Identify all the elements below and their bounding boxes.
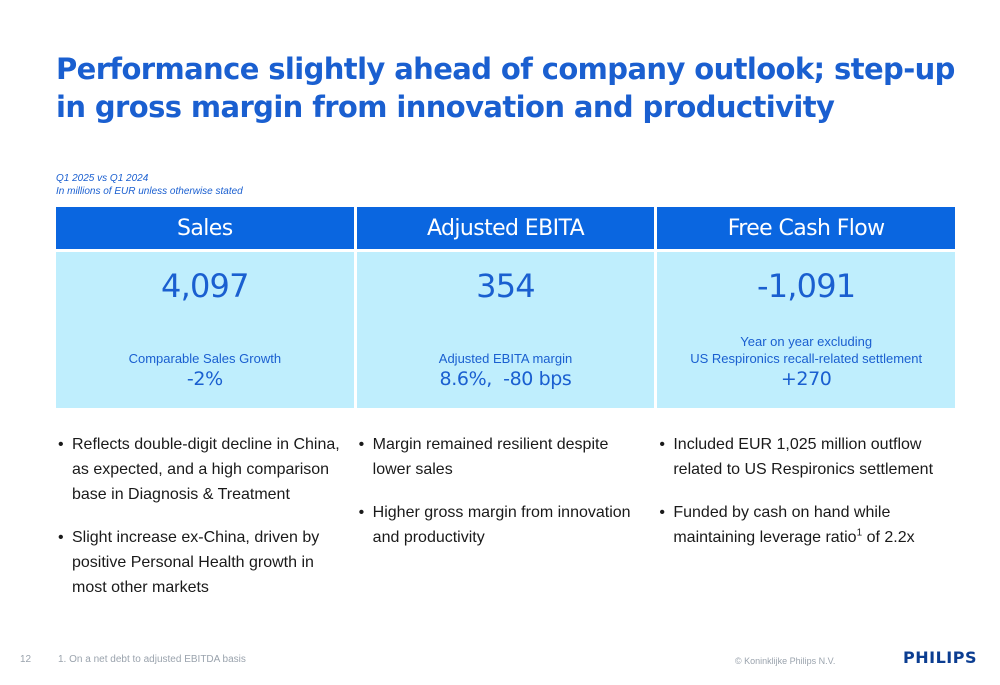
- kpi-value-fcf: -1,091: [757, 267, 856, 305]
- kpi-value-sales: 4,097: [161, 267, 249, 305]
- kpi-columns: Sales 4,097 Comparable Sales Growth -2% …: [56, 207, 956, 408]
- kpi-metric-label-sales: Comparable Sales Growth: [128, 351, 282, 366]
- bullet-sales-1: Reflects double-digit decline in China, …: [56, 432, 344, 507]
- slide-title: Performance slightly ahead of company ou…: [56, 52, 955, 124]
- kpi-metric-label-ebita: Adjusted EBITA margin: [438, 351, 573, 366]
- footnote: 1. On a net debt to adjusted EBITDA basi…: [58, 654, 246, 665]
- kpi-body-fcf: -1,091 Year on year excluding US Respiro…: [657, 252, 956, 408]
- copyright: © Koninklijke Philips N.V.: [735, 656, 836, 666]
- kpi-fcf: Free Cash Flow -1,091 Year on year exclu…: [657, 207, 956, 408]
- kpi-metric-value-ebita: 8.6%, -80 bps: [439, 368, 572, 390]
- footnote-ref-1: 1: [856, 527, 863, 539]
- bullet-ebita-2: Higher gross margin from innovation and …: [357, 500, 645, 550]
- bullet-columns: Reflects double-digit decline in China, …: [56, 432, 955, 618]
- bullets-sales: Reflects double-digit decline in China, …: [56, 432, 354, 618]
- bullet-fcf-2: Funded by cash on hand while maintaining…: [657, 500, 945, 550]
- kpi-metric-sales: Comparable Sales Growth -2%: [129, 350, 281, 392]
- kpi-header-sales: Sales: [56, 207, 354, 249]
- kpi-ebita: Adjusted EBITA 354 Adjusted EBITA margin…: [356, 207, 655, 408]
- bullet-ebita-1: Margin remained resilient despite lower …: [357, 432, 645, 482]
- kpi-header-fcf: Free Cash Flow: [657, 207, 956, 249]
- subtitle-units: In millions of EUR unless otherwise stat…: [56, 186, 243, 197]
- slide-subtitle: Q1 2025 vs Q1 2024 In millions of EUR un…: [56, 172, 243, 198]
- kpi-body-sales: 4,097 Comparable Sales Growth -2%: [56, 252, 354, 408]
- kpi-metric-ebita: Adjusted EBITA margin 8.6%, -80 bps: [439, 350, 572, 392]
- bullet-sales-2: Slight increase ex-China, driven by posi…: [56, 525, 344, 600]
- philips-logo: PHILIPS: [903, 648, 977, 667]
- bullets-ebita: Margin remained resilient despite lower …: [357, 432, 655, 618]
- subtitle-period: Q1 2025 vs Q1 2024: [56, 173, 149, 184]
- bullet-fcf-2-tail: of 2.2x: [862, 529, 915, 546]
- kpi-value-ebita: 354: [476, 267, 535, 305]
- kpi-metric-label-fcf-2: US Respironics recall-related settlement: [690, 351, 923, 366]
- bullets-fcf: Included EUR 1,025 million outflow relat…: [657, 432, 955, 618]
- kpi-metric-value-sales: -2%: [186, 368, 223, 390]
- kpi-sales: Sales 4,097 Comparable Sales Growth -2%: [56, 207, 354, 408]
- kpi-metric-fcf: Year on year excluding US Respironics re…: [690, 333, 922, 392]
- kpi-metric-value-fcf: +270: [780, 368, 832, 390]
- kpi-body-ebita: 354 Adjusted EBITA margin 8.6%, -80 bps: [356, 252, 655, 408]
- kpi-metric-label-fcf-1: Year on year excluding: [740, 334, 873, 349]
- bullet-fcf-2-text: Funded by cash on hand while maintaining…: [673, 504, 891, 546]
- page-number: 12: [20, 654, 32, 665]
- kpi-header-ebita: Adjusted EBITA: [356, 207, 655, 249]
- bullet-fcf-1: Included EUR 1,025 million outflow relat…: [657, 432, 945, 482]
